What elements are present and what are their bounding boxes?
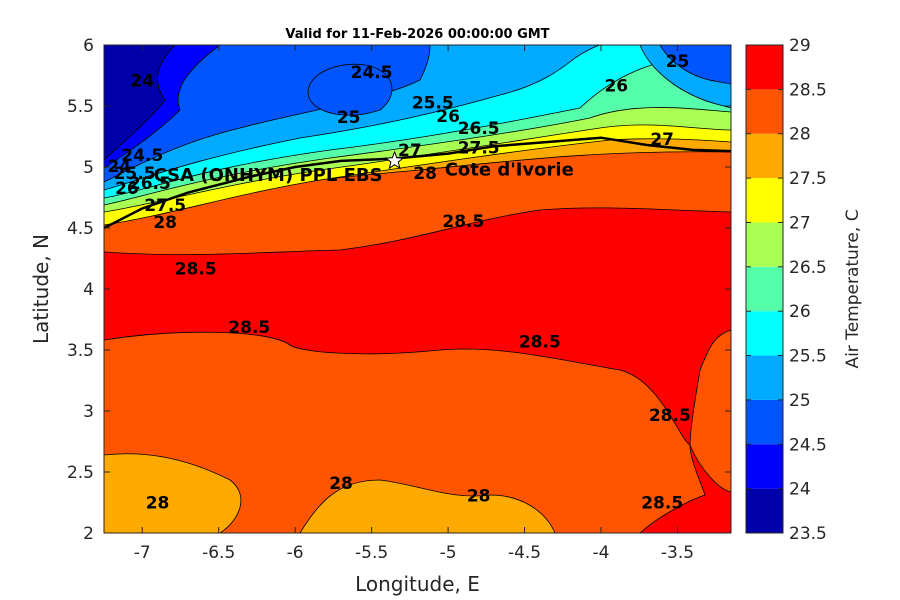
contour-label: 26.5	[129, 174, 171, 194]
colorbar-tick-label: 23.5	[789, 524, 827, 544]
contour-label: 28.5	[228, 318, 270, 338]
contour-label: 27.5	[144, 196, 186, 216]
x-tick-label: -5.5	[355, 543, 388, 563]
colorbar-tick-label: 24	[789, 480, 811, 500]
colorbar-swatch	[746, 311, 783, 356]
colorbar-frame	[745, 44, 784, 534]
colorbar-swatch	[746, 89, 783, 134]
contour-label: 24	[130, 71, 154, 91]
colorbar-tick-label: 25	[789, 391, 811, 411]
contour-label: 28	[329, 474, 353, 494]
contour-band	[299, 479, 556, 533]
colorbar-tick-label: 28.5	[789, 80, 827, 100]
colorbar-swatch	[746, 222, 783, 267]
contour-label: 27	[398, 141, 422, 161]
x-tick-label: -6.5	[202, 543, 235, 563]
contour-label: 28	[153, 213, 177, 233]
colorbar-tick-label: 26.5	[789, 258, 827, 278]
contour-label: 26.5	[458, 119, 500, 139]
contour-label: 28	[467, 486, 491, 506]
contour-label: 24.5	[121, 146, 163, 166]
y-tick-label: 2.5	[67, 463, 94, 483]
plot-title: Valid for 11-Feb-2026 00:00:00 GMT	[285, 27, 549, 42]
colorbar-swatch	[746, 444, 783, 489]
x-tick-label: -5	[440, 543, 457, 563]
contour-label: 25.5	[114, 164, 156, 184]
y-tick-label: 4.5	[67, 219, 94, 239]
colorbar-swatch	[746, 266, 783, 312]
contour-label: 25.5	[412, 93, 454, 113]
y-tick-label: 6	[83, 36, 94, 56]
y-tick-label: 4	[83, 280, 94, 300]
x-axis: -7 -6.5 -6 -5.5 -5 -4.5 -4 -3.5	[134, 45, 694, 563]
y-axis-label: Latitude, N	[29, 234, 53, 344]
site-label: CSA (ONHYM) PPL EBS	[154, 165, 383, 186]
y-tick-label: 2	[83, 524, 94, 544]
colorbar-swatch	[746, 45, 783, 90]
coastline-layer	[104, 136, 731, 230]
contour-label: 25	[337, 108, 361, 128]
x-tick-label: -6	[287, 543, 304, 563]
colorbar: 23.5 24 24.5 25 25.5 26 26.5 27 27.5 28 28.5 29	[745, 36, 827, 544]
colorbar-swatch	[746, 133, 783, 179]
colorbar-swatch	[746, 178, 783, 223]
colorbar-tick-label: 27	[789, 213, 811, 233]
contour-band	[104, 207, 731, 446]
contour-label: 26	[115, 179, 139, 199]
y-tick-label: 5	[83, 158, 94, 178]
contour-band	[307, 63, 393, 116]
contour-label: 26	[604, 76, 628, 96]
x-tick-label: -4.5	[508, 543, 541, 563]
contour-label: 28.5	[442, 212, 484, 232]
contour-label: 24.5	[351, 63, 393, 83]
y-tick-label: 3	[83, 402, 94, 422]
contour-label: 28.5	[175, 259, 217, 279]
y-axis: 2 2.5 3 3.5 4 4.5 5 5.5 6	[67, 36, 731, 544]
contour-label-layer: 24 24.5252625.5262526.52727.52724.52425.5…	[107, 52, 690, 514]
colorbar-tick-label: 24.5	[789, 435, 827, 455]
contour-label: 27.5	[458, 139, 500, 159]
contour-label: 27	[650, 130, 674, 150]
y-tick-label: 5.5	[67, 97, 94, 117]
colorbar-tick-label: 28	[789, 125, 811, 145]
colorbar-tick-label: 29	[789, 36, 811, 56]
contour-label: 28.5	[641, 494, 683, 514]
country-label: Cote d'Ivorie	[445, 160, 574, 181]
contour-band	[639, 444, 731, 533]
x-tick-label: -4	[593, 543, 610, 563]
x-tick-label: -7	[134, 543, 151, 563]
site-star-icon	[384, 150, 405, 170]
colorbar-tick-label: 25.5	[789, 347, 827, 367]
contour-label: 28.5	[649, 406, 691, 426]
contour-label: 24	[107, 157, 131, 177]
temperature-bands	[104, 45, 731, 533]
colorbar-tick-label: 27.5	[789, 169, 827, 189]
contour-band	[659, 45, 731, 85]
contour-label: 26	[436, 107, 460, 127]
contour-label: 25	[666, 52, 690, 72]
colorbar-label: Air Temperature, C	[843, 209, 863, 368]
colorbar-swatch	[746, 355, 783, 400]
coastline	[104, 136, 731, 230]
contour-label: 28.5	[519, 333, 561, 353]
colorbar-tick-label: 26	[789, 302, 811, 322]
contour-band	[104, 45, 176, 161]
x-tick-label: -3.5	[661, 543, 694, 563]
colorbar-swatch	[746, 399, 783, 445]
contour-band	[104, 453, 242, 533]
y-tick-label: 3.5	[67, 341, 94, 361]
plot-area: 24 24.5252625.5262526.52727.52724.52425.5…	[103, 44, 732, 534]
colorbar-swatch	[746, 488, 783, 533]
contour-label: 28	[413, 164, 437, 184]
x-axis-label: Longitude, E	[355, 572, 480, 596]
contour-label: 28	[146, 494, 170, 514]
